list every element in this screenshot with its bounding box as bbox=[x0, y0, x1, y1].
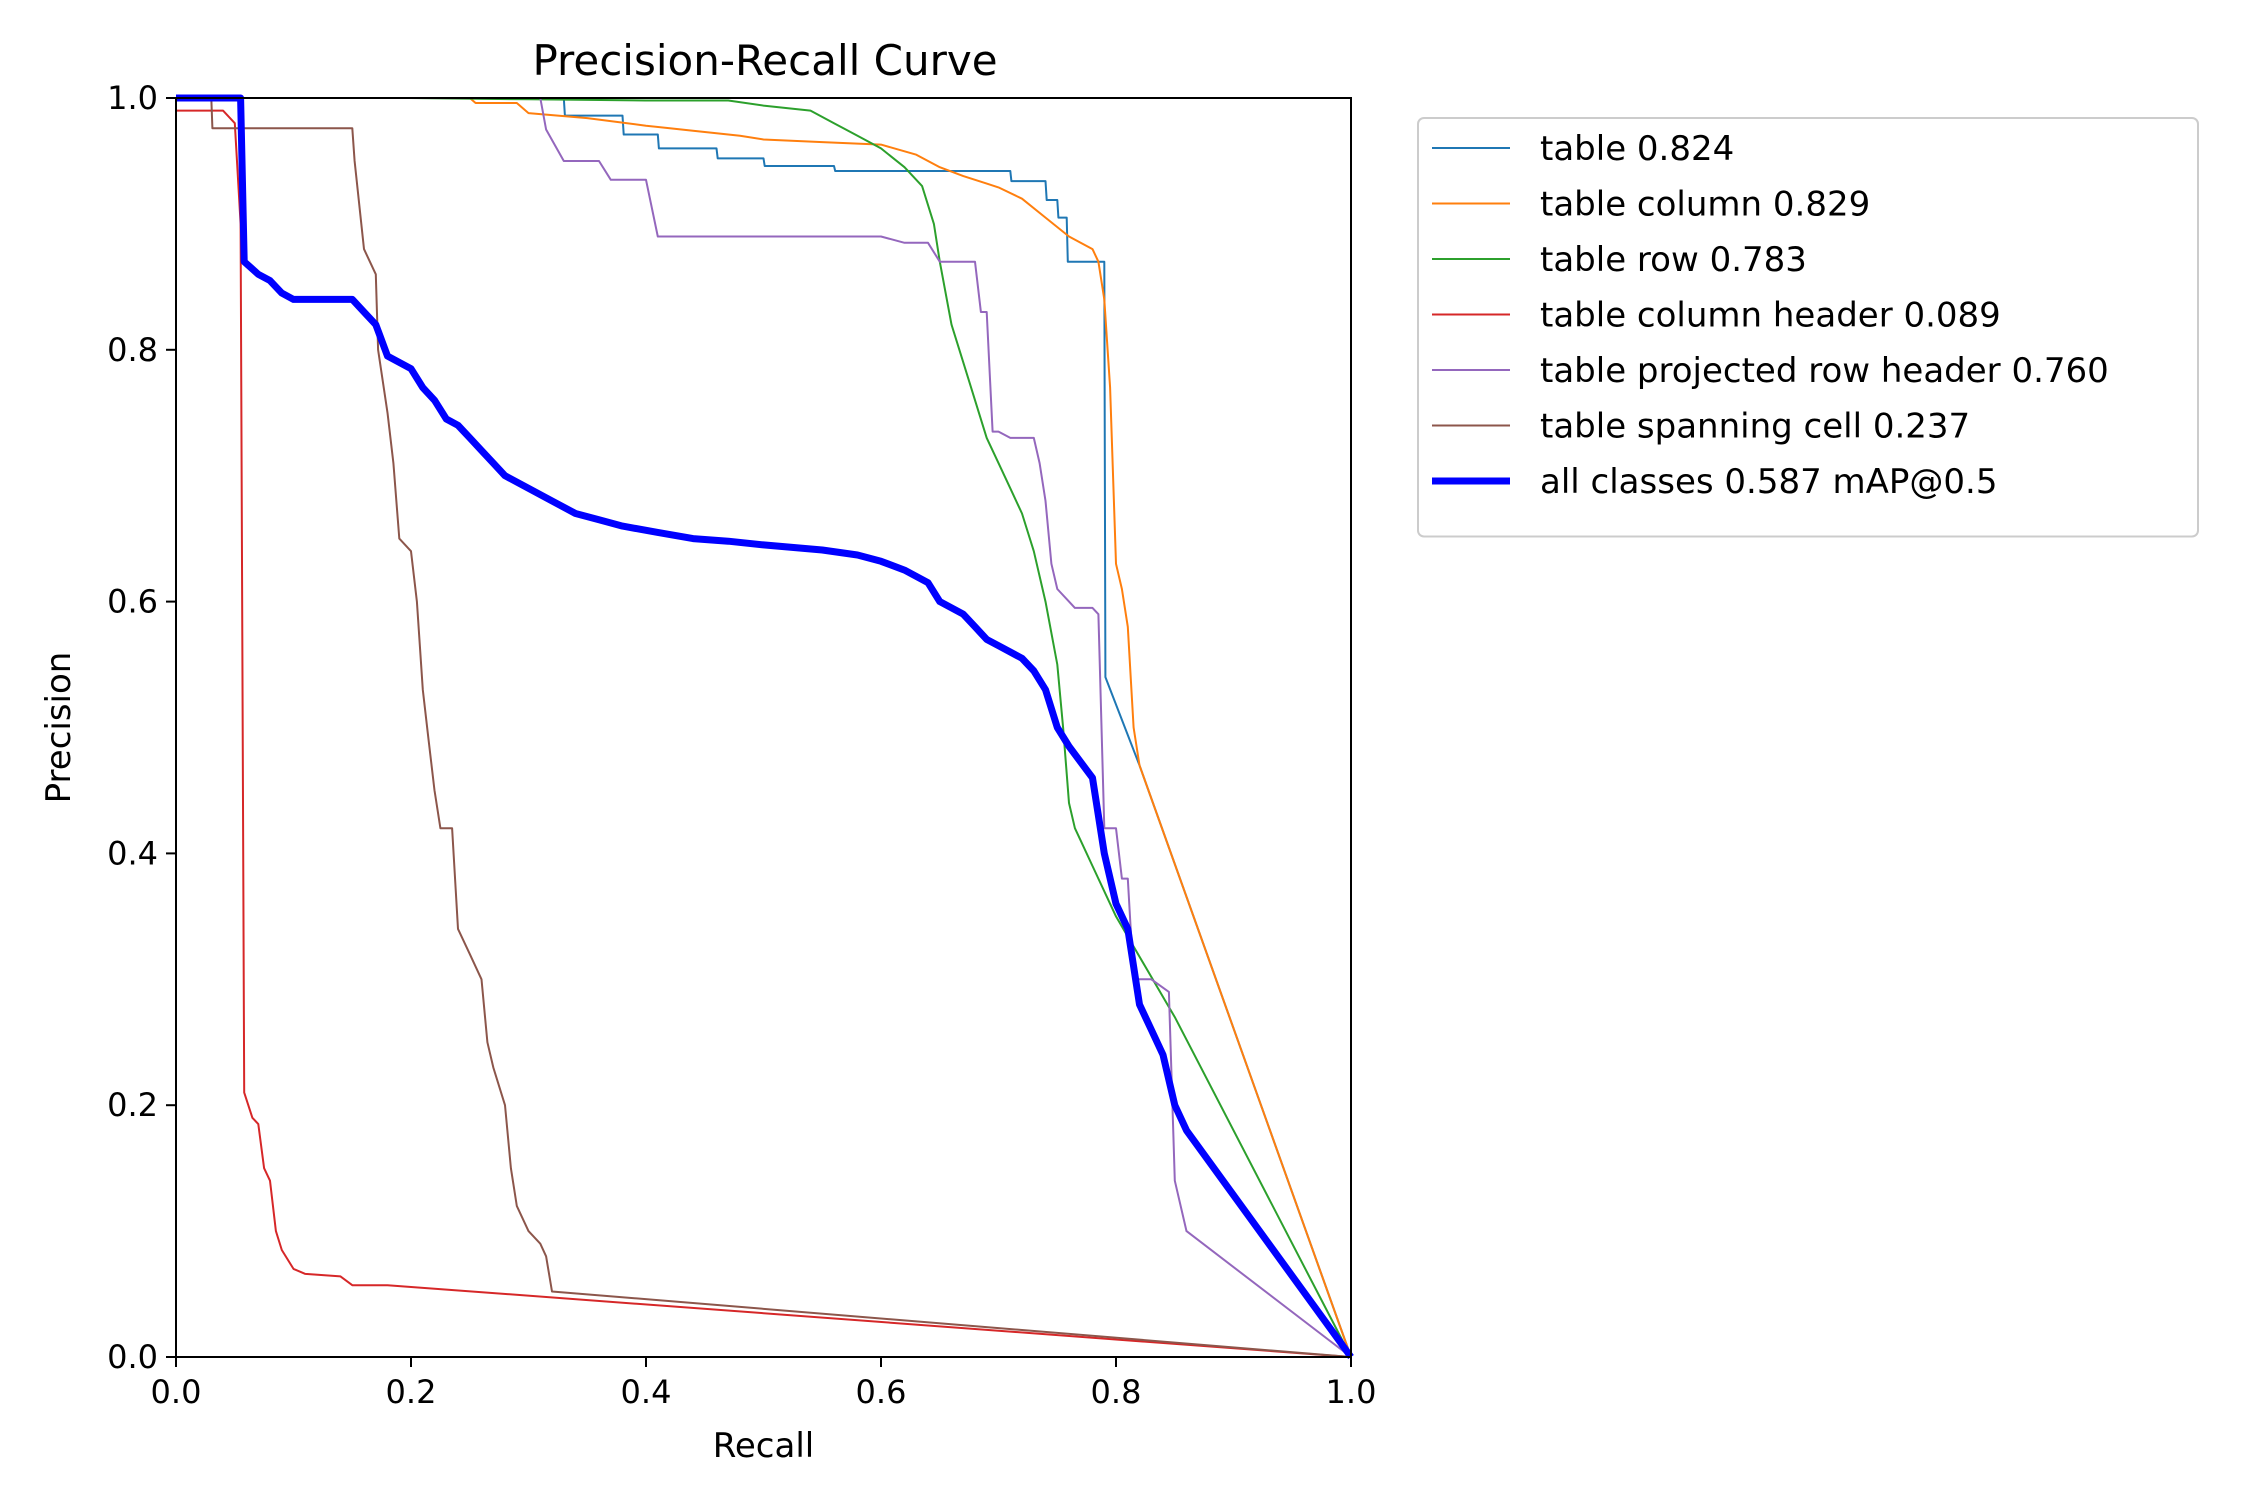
y-tick-label: 0.2 bbox=[107, 1086, 158, 1124]
x-tick-label: 0.2 bbox=[386, 1373, 437, 1411]
series-line-7 bbox=[176, 94, 1354, 1360]
x-tick-label: 0.6 bbox=[856, 1373, 907, 1411]
legend-label: table projected row header 0.760 bbox=[1540, 351, 2109, 391]
legend-label: table spanning cell 0.237 bbox=[1540, 407, 1970, 447]
legend-label: table 0.824 bbox=[1540, 129, 1734, 169]
y-axis-label: Precision bbox=[39, 652, 79, 804]
x-tick-label: 1.0 bbox=[1326, 1373, 1377, 1411]
legend-label: table column header 0.089 bbox=[1540, 296, 2001, 336]
series-layer bbox=[176, 94, 1354, 1360]
y-tick-label: 0.6 bbox=[107, 583, 158, 621]
x-tick-label: 0.0 bbox=[151, 1373, 202, 1411]
x-tick-label: 0.8 bbox=[1091, 1373, 1142, 1411]
legend-box bbox=[1417, 117, 2199, 538]
plot-area-frame bbox=[175, 97, 1352, 1358]
series-line-2 bbox=[176, 97, 1352, 1358]
series-line-6 bbox=[176, 97, 1352, 1358]
y-tick-label: 0.8 bbox=[107, 331, 158, 369]
legend: table 0.824 table column 0.829 table row 0… bbox=[1417, 117, 2199, 538]
x-axis-ticks: 0.0 0.2 0.4 0.6 0.8 1.0 bbox=[151, 1357, 1377, 1411]
legend-items: table 0.824 table column 0.829 table row 0… bbox=[1432, 129, 2109, 502]
series-line-1 bbox=[176, 97, 1352, 1358]
y-tick-label: 1.0 bbox=[107, 79, 158, 117]
y-tick-label: 0.4 bbox=[107, 834, 158, 872]
x-axis-label: Recall bbox=[713, 1426, 814, 1466]
y-tick-label: 0.0 bbox=[107, 1338, 158, 1376]
x-tick-label: 0.4 bbox=[621, 1373, 672, 1411]
legend-label: all classes 0.587 mAP@0.5 bbox=[1540, 462, 1997, 502]
series-line-3 bbox=[176, 97, 1352, 1358]
series-line-5 bbox=[176, 97, 1352, 1358]
y-axis-ticks: 0.0 0.2 0.4 0.6 0.8 1.0 bbox=[107, 79, 176, 1376]
chart-title: Precision-Recall Curve bbox=[532, 36, 997, 85]
legend-label: table row 0.783 bbox=[1540, 240, 1807, 280]
series-line-4 bbox=[176, 109, 1352, 1358]
legend-label: table column 0.829 bbox=[1540, 185, 1870, 225]
